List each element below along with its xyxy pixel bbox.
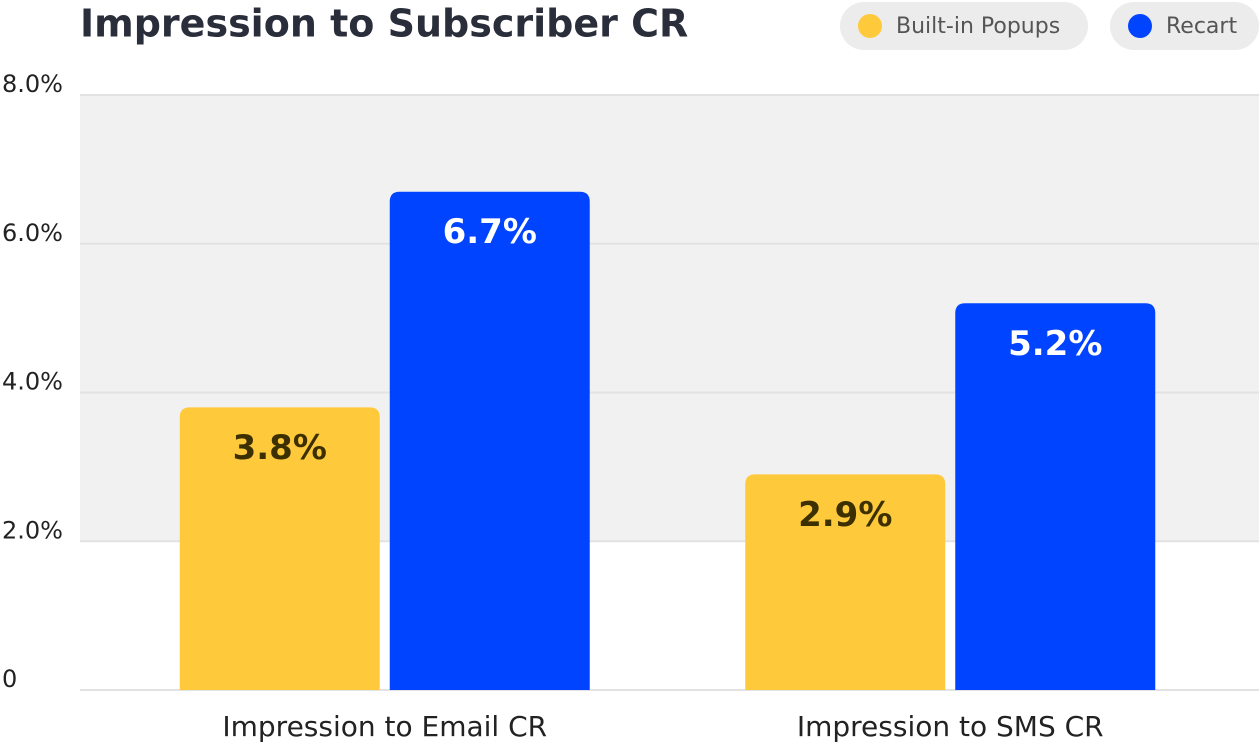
value-label: 5.2% xyxy=(1008,324,1102,364)
bar xyxy=(745,474,946,690)
x-tick-label: Impression to SMS CR xyxy=(797,710,1104,743)
y-tick-label: 6.0% xyxy=(2,219,63,247)
value-label: 2.9% xyxy=(798,495,892,535)
legend-swatch xyxy=(858,14,882,38)
legend-swatch xyxy=(1128,14,1152,38)
grid-band xyxy=(80,95,1259,244)
legend-pill xyxy=(840,2,1088,50)
y-tick-label: 2.0% xyxy=(2,516,63,544)
value-label: 6.7% xyxy=(443,212,537,252)
y-tick-label: 4.0% xyxy=(2,368,63,396)
legend-label: Built-in Popups xyxy=(896,14,1060,39)
legend-pill xyxy=(1110,2,1259,50)
bar xyxy=(389,191,590,690)
legend-label: Recart xyxy=(1166,14,1237,39)
chart-title: Impression to Subscriber CR xyxy=(80,2,688,46)
y-tick-label: 0 xyxy=(2,665,17,693)
bar xyxy=(955,303,1156,690)
x-tick-label: Impression to Email CR xyxy=(222,710,547,743)
bar xyxy=(179,407,380,690)
y-tick-label: 8.0% xyxy=(2,70,63,98)
value-label: 3.8% xyxy=(233,428,327,468)
